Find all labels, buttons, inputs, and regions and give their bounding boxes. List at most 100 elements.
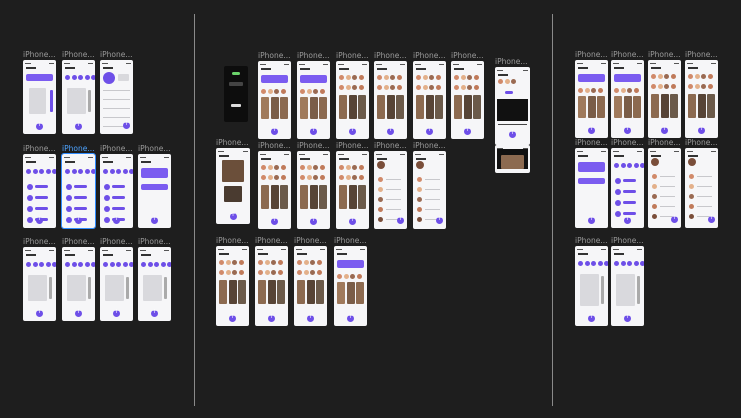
iphone-frame[interactable]: iPhone... <box>336 52 369 139</box>
story-avatar[interactable] <box>627 163 632 168</box>
story-avatar[interactable] <box>122 262 128 267</box>
post-photo[interactable] <box>623 96 632 118</box>
friends-row[interactable] <box>297 270 322 275</box>
list-avatar[interactable] <box>615 211 621 217</box>
frame-label[interactable]: iPhone... <box>685 51 718 59</box>
story-avatar[interactable] <box>52 169 56 174</box>
frame-label[interactable]: iPhone... <box>23 145 56 153</box>
post-photo[interactable] <box>316 280 324 304</box>
add-button[interactable] <box>349 126 356 135</box>
iphone-frame[interactable]: iPhone... <box>100 51 133 134</box>
add-button[interactable] <box>151 308 158 317</box>
frame-label[interactable]: iPhone... <box>258 142 291 150</box>
phone-screen[interactable] <box>575 60 608 138</box>
add-button[interactable] <box>464 126 471 135</box>
post-photo[interactable] <box>670 94 678 118</box>
friend-avatar[interactable] <box>271 260 276 265</box>
story-avatar[interactable] <box>604 261 608 266</box>
post-photo[interactable] <box>306 280 315 304</box>
post-photo[interactable] <box>587 96 596 118</box>
story-avatar[interactable] <box>32 169 38 174</box>
phone-screen[interactable] <box>685 148 718 228</box>
friend-avatar[interactable] <box>422 75 428 80</box>
friend-avatar[interactable] <box>358 165 364 170</box>
friend-avatar[interactable] <box>258 270 263 275</box>
friend-avatar[interactable] <box>416 75 421 80</box>
friend-avatar[interactable] <box>339 165 344 170</box>
story-avatar[interactable] <box>84 262 90 267</box>
story-avatar[interactable] <box>32 262 38 267</box>
add-button[interactable] <box>310 216 317 225</box>
post-photo[interactable] <box>219 280 227 304</box>
friends-row[interactable] <box>498 79 516 84</box>
iphone-frame[interactable]: iPhone... <box>413 142 446 229</box>
friend-avatar[interactable] <box>657 84 663 89</box>
contact-avatar[interactable] <box>378 217 383 222</box>
contact-avatar[interactable] <box>417 217 422 222</box>
frame-label[interactable]: iPhone... <box>62 238 95 246</box>
story-avatar[interactable] <box>129 169 133 174</box>
post-photo[interactable] <box>614 96 622 118</box>
add-button[interactable] <box>624 125 631 134</box>
login-field[interactable] <box>229 82 243 86</box>
frame-label[interactable]: iPhone... <box>216 237 249 245</box>
post-photo[interactable] <box>473 95 481 119</box>
list-avatar[interactable] <box>66 195 72 201</box>
friends-row[interactable] <box>300 175 325 180</box>
friend-avatar[interactable] <box>264 270 270 275</box>
friend-avatar[interactable] <box>688 84 693 89</box>
friend-avatar[interactable] <box>352 75 357 80</box>
friend-avatar[interactable] <box>352 85 357 90</box>
friend-avatar[interactable] <box>707 74 713 79</box>
story-avatar[interactable] <box>122 169 128 174</box>
post-photo[interactable] <box>578 96 586 118</box>
friends-row[interactable] <box>454 75 479 80</box>
story-row[interactable] <box>65 169 95 174</box>
friend-avatar[interactable] <box>620 88 626 93</box>
add-button[interactable] <box>624 215 631 224</box>
phone-screen[interactable] <box>216 246 249 326</box>
list-avatar[interactable] <box>27 195 33 201</box>
friend-avatar[interactable] <box>597 88 603 93</box>
list-pill[interactable] <box>35 207 48 210</box>
friend-avatar[interactable] <box>350 274 355 279</box>
post-photo[interactable] <box>300 185 308 209</box>
friend-avatar[interactable] <box>435 75 441 80</box>
post-photo[interactable] <box>651 94 659 118</box>
post-photo[interactable] <box>348 185 357 209</box>
friend-avatar[interactable] <box>219 260 224 265</box>
post-photo[interactable] <box>258 280 266 304</box>
story-avatar[interactable] <box>71 75 77 80</box>
contact-avatar[interactable] <box>652 214 657 219</box>
friend-avatar[interactable] <box>319 165 325 170</box>
add-button[interactable] <box>347 313 354 322</box>
scrollbar[interactable] <box>88 90 91 112</box>
friend-avatar[interactable] <box>664 74 669 79</box>
frame-label[interactable]: iPhone... <box>258 52 291 60</box>
add-button[interactable] <box>588 313 595 322</box>
add-button[interactable] <box>36 308 43 317</box>
post-photo[interactable] <box>346 282 355 304</box>
friend-avatar[interactable] <box>694 84 700 89</box>
phone-screen[interactable] <box>23 60 56 134</box>
list-avatar[interactable] <box>104 184 110 190</box>
phone-screen[interactable] <box>138 154 171 228</box>
add-button[interactable] <box>75 121 82 130</box>
story-avatar[interactable] <box>71 262 77 267</box>
friend-avatar[interactable] <box>310 270 315 275</box>
story-avatar[interactable] <box>65 262 70 267</box>
list-pill[interactable] <box>74 196 87 199</box>
friend-avatar[interactable] <box>454 75 459 80</box>
add-button[interactable] <box>113 215 120 224</box>
frame-label[interactable]: iPhone... <box>575 139 608 147</box>
phone-screen[interactable] <box>413 61 446 139</box>
profile-avatar[interactable] <box>688 158 696 166</box>
friend-avatar[interactable] <box>225 270 231 275</box>
iphone-frame[interactable]: iPhone... <box>413 52 446 139</box>
post-photo[interactable] <box>222 160 244 182</box>
iphone-frame[interactable]: iPhone... <box>297 142 330 229</box>
frame-label[interactable]: iPhone... <box>374 52 407 60</box>
post-photo[interactable] <box>688 94 696 118</box>
friend-avatar[interactable] <box>261 89 266 94</box>
post-photo[interactable] <box>463 95 472 119</box>
